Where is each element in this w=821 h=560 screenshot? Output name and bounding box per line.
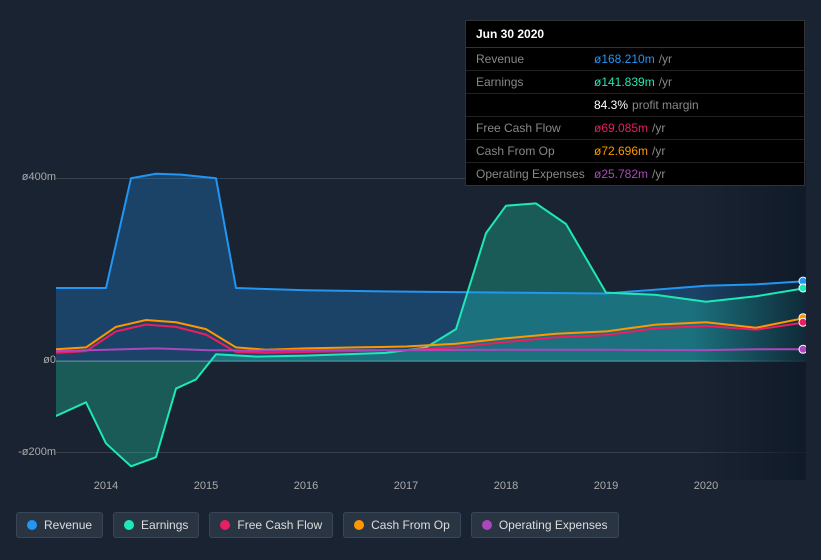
legend-swatch xyxy=(220,520,230,530)
x-axis-label: 2014 xyxy=(94,480,118,492)
x-axis-label: 2015 xyxy=(194,480,218,492)
tooltip-row-unit: /yr xyxy=(652,144,665,158)
tooltip-row: Operating Expensesø25.782m/yr xyxy=(466,163,804,185)
x-axis: 2014 2015 2016 2017 2018 2019 2020 xyxy=(16,480,806,500)
tooltip-row-unit: /yr xyxy=(659,75,672,89)
tooltip-row-label: Earnings xyxy=(476,75,594,89)
chart-container: Jun 30 2020 Revenueø168.210m/yrEarningsø… xyxy=(0,0,821,560)
tooltip-row-label: Cash From Op xyxy=(476,144,594,158)
tooltip-row-unit: profit margin xyxy=(632,98,699,112)
tooltip-row-label: Operating Expenses xyxy=(476,167,594,181)
legend-item[interactable]: Earnings xyxy=(113,512,199,538)
tooltip-row-value: ø141.839m xyxy=(594,75,655,89)
legend-label: Operating Expenses xyxy=(499,518,608,532)
x-axis-label: 2016 xyxy=(294,480,318,492)
tooltip-row-unit: /yr xyxy=(659,52,672,66)
tooltip-row: Earningsø141.839m/yr xyxy=(466,71,804,94)
tooltip-row: Cash From Opø72.696m/yr xyxy=(466,140,804,163)
legend: Revenue Earnings Free Cash Flow Cash From O… xyxy=(16,512,619,538)
tooltip-row-value: ø25.782m xyxy=(594,167,648,181)
x-axis-label: 2017 xyxy=(394,480,418,492)
y-axis-label: ø400m xyxy=(22,171,56,183)
legend-label: Revenue xyxy=(44,518,92,532)
tooltip-row-unit: /yr xyxy=(652,121,665,135)
legend-label: Earnings xyxy=(141,518,188,532)
legend-item[interactable]: Cash From Op xyxy=(343,512,461,538)
x-axis-label: 2018 xyxy=(494,480,518,492)
legend-item[interactable]: Revenue xyxy=(16,512,103,538)
legend-swatch xyxy=(27,520,37,530)
chart-svg xyxy=(56,160,806,480)
legend-swatch xyxy=(482,520,492,530)
chart-area: ø400m ø0 -ø200m xyxy=(16,160,806,480)
legend-label: Free Cash Flow xyxy=(237,518,322,532)
legend-item[interactable]: Free Cash Flow xyxy=(209,512,333,538)
x-axis-label: 2020 xyxy=(694,480,718,492)
tooltip-title: Jun 30 2020 xyxy=(466,21,804,48)
tooltip-row-unit: /yr xyxy=(652,167,665,181)
tooltip: Jun 30 2020 Revenueø168.210m/yrEarningsø… xyxy=(465,20,805,186)
tooltip-row-label: Revenue xyxy=(476,52,594,66)
tooltip-row: 84.3% profit margin xyxy=(466,94,804,117)
x-axis-label: 2019 xyxy=(594,480,618,492)
tooltip-row: Revenueø168.210m/yr xyxy=(466,48,804,71)
tooltip-row-label: Free Cash Flow xyxy=(476,121,594,135)
y-axis-label: -ø200m xyxy=(18,446,56,458)
tooltip-row: Free Cash Flowø69.085m/yr xyxy=(466,117,804,140)
tooltip-row-value: ø69.085m xyxy=(594,121,648,135)
tooltip-row-value: ø168.210m xyxy=(594,52,655,66)
legend-item[interactable]: Operating Expenses xyxy=(471,512,619,538)
y-axis-label: ø0 xyxy=(43,354,56,366)
tooltip-row-value: 84.3% xyxy=(594,98,628,112)
legend-swatch xyxy=(354,520,364,530)
legend-swatch xyxy=(124,520,134,530)
tooltip-row-value: ø72.696m xyxy=(594,144,648,158)
tooltip-row-label xyxy=(476,98,594,112)
legend-label: Cash From Op xyxy=(371,518,450,532)
